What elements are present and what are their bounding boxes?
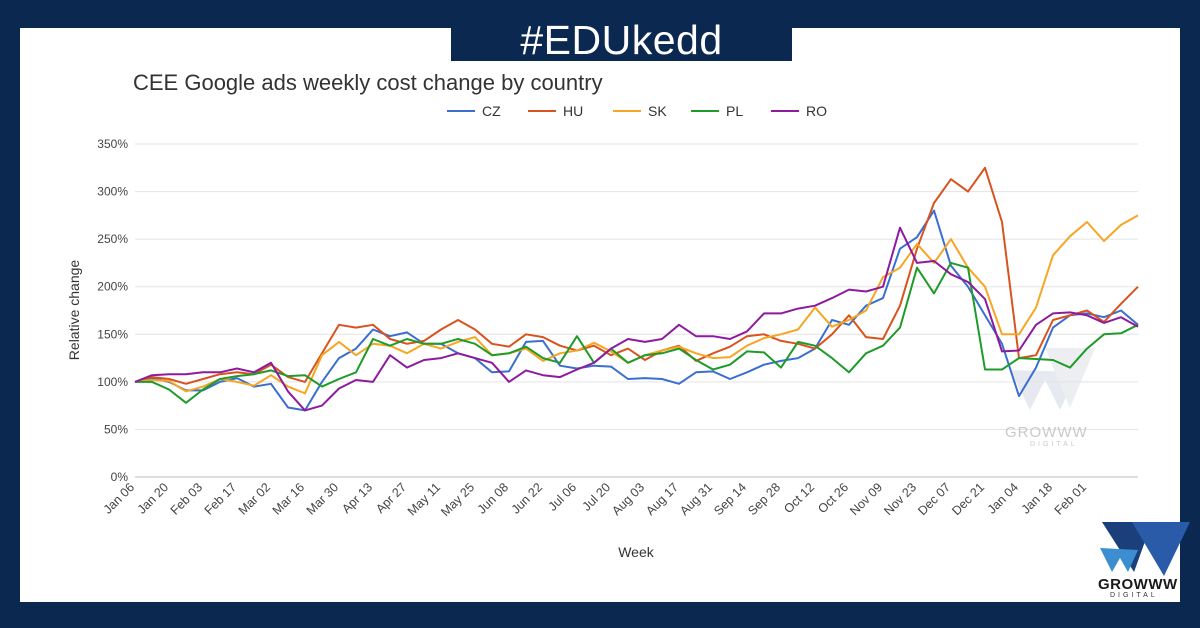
x-axis-label: Week [618, 544, 655, 560]
chart-series [134, 166, 1139, 412]
watermark-sub: DIGITAL [1030, 441, 1078, 448]
x-tick-label: Apr 27 [373, 480, 409, 516]
x-tick-label: Sep 28 [745, 480, 783, 518]
hashtag-banner: #EDUkedd [451, 20, 792, 61]
chart-title: CEE Google ads weekly cost change by cou… [133, 70, 603, 95]
x-tick-label: Sep 14 [711, 480, 749, 518]
x-tick-label: Jan 18 [1019, 480, 1055, 516]
x-tick-label: Dec 21 [949, 480, 987, 518]
x-tick-label: Jun 08 [475, 480, 511, 516]
series-line-ro [134, 226, 1139, 412]
x-tick-label: Mar 30 [304, 480, 341, 517]
watermark-brand: GROWWW [1005, 424, 1088, 441]
x-tick-label: Aug 31 [677, 480, 715, 518]
y-axis-label: Relative change [66, 260, 82, 361]
y-tick-label: 50% [104, 422, 128, 436]
legend-label: CZ [482, 103, 501, 119]
x-tick-label: Jan 06 [101, 480, 137, 516]
x-tick-label: Aug 03 [609, 480, 647, 518]
x-tick-label: Nov 09 [847, 480, 885, 518]
series-line-cz [134, 209, 1139, 412]
content-panel [20, 28, 1180, 602]
legend-label: SK [648, 103, 667, 119]
legend-item-hu: HU [528, 103, 583, 119]
legend-label: RO [806, 103, 827, 119]
y-tick-label: 0% [111, 470, 129, 484]
x-tick-label: Mar 02 [236, 480, 273, 517]
series-line-hu [134, 166, 1139, 385]
hashtag-text: #EDUkedd [520, 17, 723, 63]
x-tick-label: Jun 22 [509, 480, 545, 516]
brand-sub: DIGITAL [1110, 592, 1158, 599]
x-tick-label: Jan 20 [135, 480, 171, 516]
x-tick-label: Dec 07 [915, 480, 953, 518]
y-tick-label: 350% [97, 137, 128, 151]
chart-grid [135, 143, 1138, 478]
growww-logo-icon [1100, 522, 1190, 576]
x-tick-label: Aug 17 [643, 480, 681, 518]
x-tick-label: May 25 [438, 480, 477, 519]
x-tick-label: May 11 [405, 480, 443, 518]
y-tick-label: 300% [97, 185, 128, 199]
x-tick-label: Feb 17 [202, 480, 239, 517]
y-tick-label: 100% [97, 375, 128, 389]
y-tick-label: 200% [97, 280, 128, 294]
x-tick-label: Feb 03 [168, 480, 205, 517]
brand-name: GROWWW [1098, 576, 1178, 593]
x-tick-label: Feb 01 [1052, 480, 1089, 517]
x-tick-label: Apr 13 [339, 480, 375, 516]
legend-item-pl: PL [691, 103, 743, 119]
legend-label: HU [563, 103, 583, 119]
legend-item-cz: CZ [447, 103, 501, 119]
y-axis-ticks: 0% 50% 100% 150% 200% 250% 300% 350% [97, 137, 128, 484]
y-tick-label: 250% [97, 232, 128, 246]
legend-label: PL [726, 103, 743, 119]
legend-item-sk: SK [613, 103, 667, 119]
x-tick-label: Mar 16 [270, 480, 307, 517]
x-tick-label: Oct 26 [815, 480, 851, 516]
x-tick-label: Oct 12 [781, 480, 817, 516]
y-tick-label: 150% [97, 327, 128, 341]
x-tick-label: Jan 04 [985, 480, 1021, 516]
x-tick-label: Nov 23 [881, 480, 919, 518]
legend-item-ro: RO [771, 103, 827, 119]
x-tick-label: Jul 20 [580, 480, 614, 514]
chart-legend: CZ HU SK PL RO [447, 103, 827, 119]
x-tick-label: Jul 06 [546, 480, 580, 514]
